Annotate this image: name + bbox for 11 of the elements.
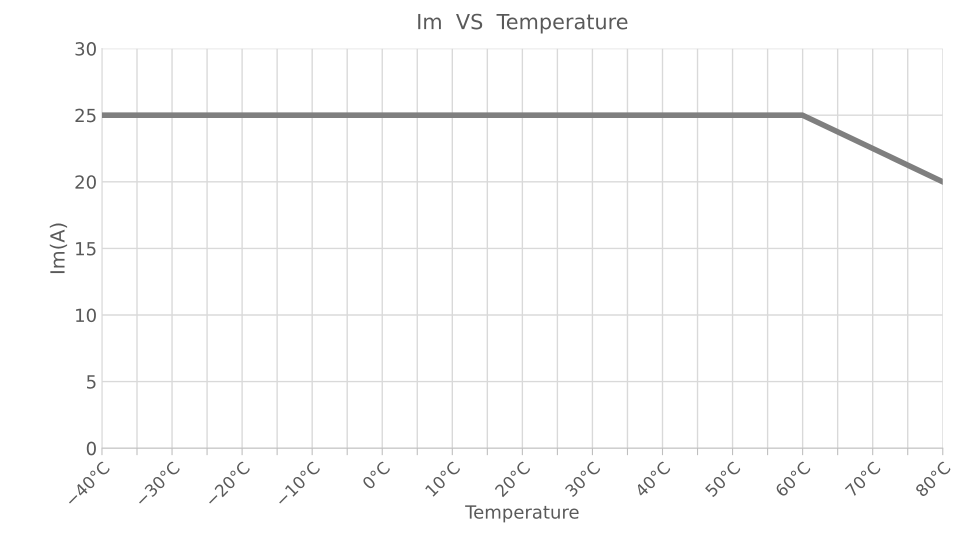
y-tick-label: 20 [75, 175, 96, 189]
y-tick-label: 15 [76, 242, 96, 256]
y-tick-label: 25 [75, 108, 96, 122]
y-tick-label: 30 [76, 42, 96, 56]
chart-title: Im VS Temperature [418, 14, 628, 34]
y-tick-label: 5 [87, 375, 96, 389]
x-tick-label: 0°C [362, 460, 391, 490]
y-tick-label: 10 [76, 308, 96, 322]
y-axis-title: Im(A) [50, 223, 68, 274]
x-axis-title: Temperature [465, 505, 579, 522]
y-tick-label: 0 [86, 442, 96, 456]
